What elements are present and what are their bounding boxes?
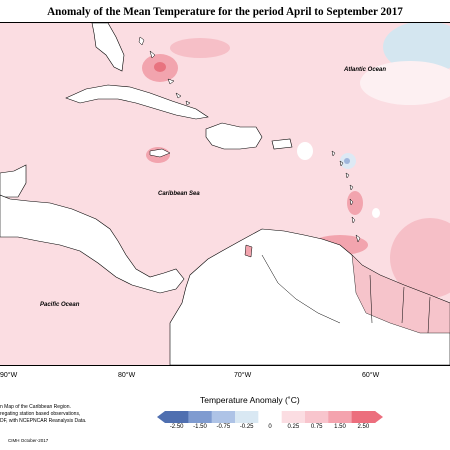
- hot-spot-bahamas: [154, 62, 166, 72]
- florida-landmass: [91, 23, 125, 72]
- central-america-landmass: [0, 194, 185, 294]
- neutral-anomaly-band: [360, 61, 450, 105]
- legend-swatch: [235, 411, 259, 423]
- legend-colorbar: [157, 411, 383, 423]
- legend-tick-label: 0: [268, 424, 272, 430]
- legend-tick-label: -2.50: [169, 424, 184, 430]
- caption-line-1: n Map of the Caribbean Region.: [0, 404, 71, 410]
- cool-anomaly-patch: [383, 23, 450, 73]
- jamaica-landmass: [149, 148, 171, 158]
- warm-patch-east: [390, 218, 450, 298]
- longitude-tick-80w: 80°W: [118, 372, 136, 379]
- caption-line-2: regating station based observations,: [0, 411, 81, 417]
- country-borders: [261, 254, 431, 334]
- credit-text: CIMH October-2017: [8, 438, 49, 443]
- neutral-spot-barbados: [372, 208, 380, 218]
- legend-swatch: [328, 411, 353, 423]
- caption-line-3: DF, with NCEPNCAR Reanalysis Data.: [0, 418, 87, 424]
- lake-maracaibo: [244, 244, 253, 258]
- legend-tick-label: 1.50: [334, 424, 346, 430]
- legend-tick-label: -0.75: [216, 424, 231, 430]
- neutral-spot-virgin-islands: [297, 142, 313, 160]
- legend-tick-label: -0.25: [239, 424, 254, 430]
- warm-patch-lesser-antilles: [347, 191, 363, 215]
- legend-title: Temperature Anomaly (˚C): [200, 395, 300, 405]
- legend-swatch: [258, 411, 283, 423]
- caribbean-sea-label: Caribbean Sea: [158, 191, 200, 197]
- legend-tick-label: -1.50: [193, 424, 207, 430]
- legend-swatch: [211, 411, 236, 423]
- legend-tick-label: 0.75: [310, 424, 323, 430]
- map-title: Anomaly of the Mean Temperature for the …: [47, 6, 403, 18]
- south-america-warm-coast: [351, 254, 450, 334]
- legend-swatch: [165, 411, 189, 423]
- map-svg: Atlantic Ocean Caribbean Sea Pacific Oce…: [0, 23, 450, 365]
- legend-swatch: [305, 411, 329, 423]
- legend-swatch: [351, 411, 376, 423]
- cool-core-guadeloupe: [344, 158, 350, 164]
- legend-tick-label: 2.50: [357, 424, 370, 430]
- longitude-tick-60w: 60°W: [362, 372, 380, 379]
- warm-patch-north: [170, 38, 230, 58]
- cuba-landmass: [65, 84, 209, 120]
- legend-arrow-left: [157, 411, 165, 423]
- anomaly-map: Atlantic Ocean Caribbean Sea Pacific Oce…: [0, 22, 450, 366]
- puerto-rico-landmass: [271, 138, 293, 150]
- hispaniola-landmass: [205, 122, 263, 150]
- legend-tick-label: 0.25: [287, 424, 300, 430]
- pacific-ocean-label: Pacific Ocean: [40, 302, 80, 308]
- legend-swatch: [281, 411, 306, 423]
- atlantic-ocean-label: Atlantic Ocean: [343, 67, 386, 73]
- longitude-tick-90w: 90°W: [0, 372, 18, 379]
- legend-arrow-right: [375, 411, 383, 423]
- lesser-antilles-islands: [331, 150, 361, 243]
- legend-swatch: [188, 411, 213, 423]
- bahamas-islands: [138, 36, 191, 106]
- longitude-tick-70w: 70°W: [234, 372, 252, 379]
